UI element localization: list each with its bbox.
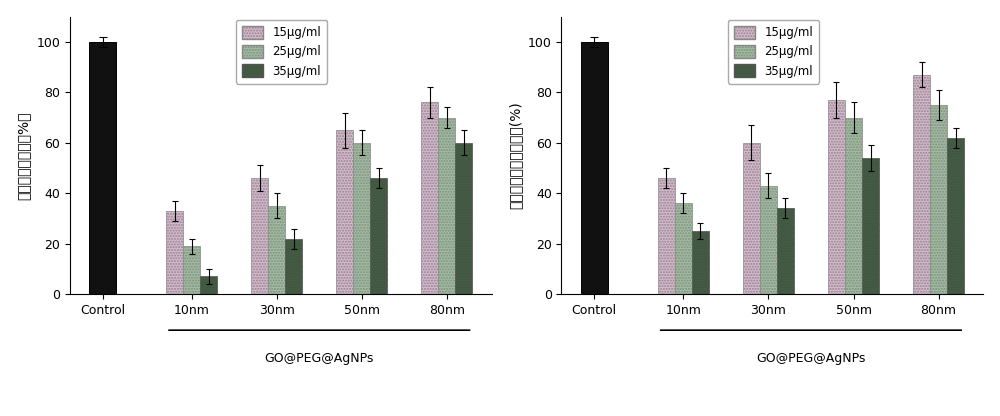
Legend: 15μg/ml, 25μg/ml, 35μg/ml: 15μg/ml, 25μg/ml, 35μg/ml <box>728 20 819 84</box>
Bar <box>89 42 116 294</box>
Bar <box>760 186 777 294</box>
Bar <box>947 138 964 294</box>
Bar <box>336 130 353 294</box>
Bar <box>930 105 947 294</box>
Text: GO@PEG@AgNPs: GO@PEG@AgNPs <box>756 352 866 365</box>
Bar <box>845 118 862 294</box>
Bar <box>285 239 302 294</box>
Bar <box>658 178 675 294</box>
Bar <box>743 143 760 294</box>
Bar <box>862 158 879 294</box>
Bar <box>166 211 183 294</box>
Bar <box>777 208 794 294</box>
Bar <box>200 277 217 294</box>
Bar <box>455 143 472 294</box>
Y-axis label: 大肠杆菌存活率（%）: 大肠杆菌存活率（%） <box>17 111 31 200</box>
Bar <box>675 203 692 294</box>
Bar <box>692 231 709 294</box>
Text: GO@PEG@AgNPs: GO@PEG@AgNPs <box>265 352 374 365</box>
Legend: 15μg/ml, 25μg/ml, 35μg/ml: 15μg/ml, 25μg/ml, 35μg/ml <box>236 20 327 84</box>
Bar <box>370 178 387 294</box>
Bar <box>581 42 608 294</box>
Bar <box>421 102 438 294</box>
Bar <box>438 118 455 294</box>
Bar <box>913 75 930 294</box>
Bar <box>353 143 370 294</box>
Y-axis label: 金黄色葡萄球菌存活率(%): 金黄色葡萄球菌存活率(%) <box>508 102 522 209</box>
Bar <box>183 246 200 294</box>
Bar <box>251 178 268 294</box>
Bar <box>268 206 285 294</box>
Bar <box>828 100 845 294</box>
